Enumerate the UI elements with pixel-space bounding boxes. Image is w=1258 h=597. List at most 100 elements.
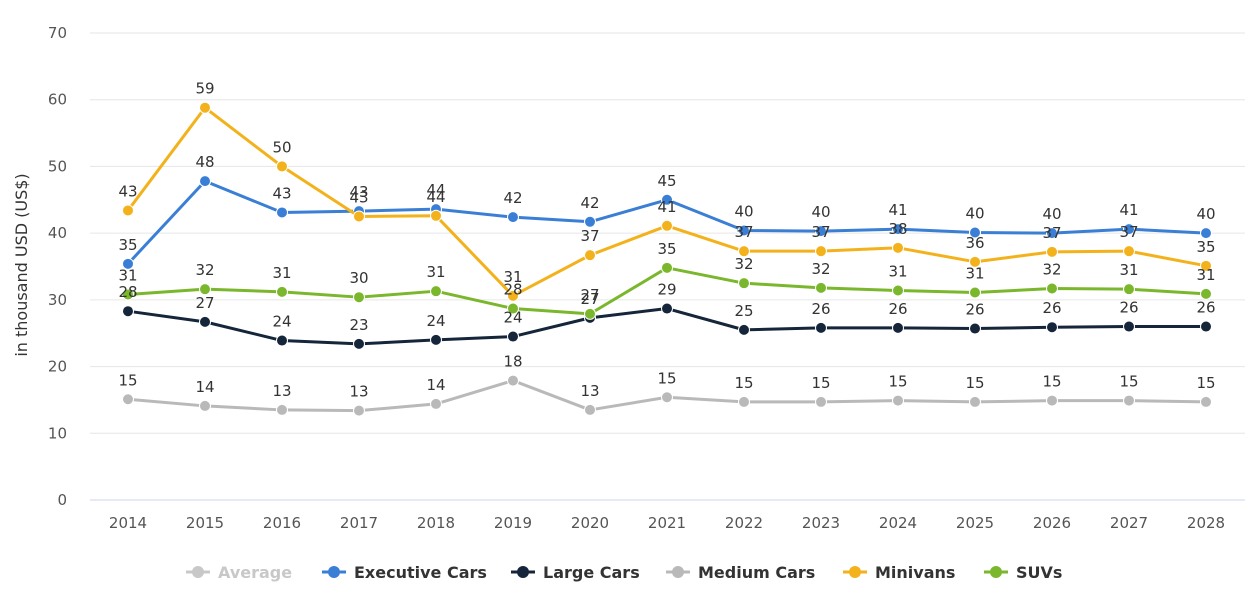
data-point-minivans[interactable] [1200,259,1212,272]
data-point-executive-cars[interactable] [584,215,596,228]
data-point-medium-cars[interactable] [661,391,673,404]
data-point-large-cars[interactable] [661,302,673,315]
data-point-medium-cars[interactable] [584,403,596,416]
data-point-medium-cars[interactable] [892,394,904,407]
legend-item-executive-cars[interactable]: Executive Cars [322,563,487,582]
data-point-suvs[interactable] [1123,283,1135,296]
data-point-suvs[interactable] [661,261,673,274]
legend-item-average[interactable]: Average [186,563,292,582]
data-point-executive-cars[interactable] [1123,223,1135,236]
legend-item-medium-cars[interactable]: Medium Cars [666,563,815,582]
data-point-medium-cars[interactable] [122,393,134,406]
data-point-medium-cars[interactable] [815,395,827,408]
data-label-medium-cars: 13 [349,383,368,401]
data-point-medium-cars[interactable] [430,397,442,410]
data-label-executive-cars: 43 [272,184,291,202]
data-point-executive-cars[interactable] [1200,227,1212,240]
data-point-executive-cars[interactable] [969,226,981,239]
data-point-minivans[interactable] [584,249,596,262]
data-point-medium-cars[interactable] [276,403,288,416]
x-tick-label: 2018 [417,514,455,532]
data-point-minivans[interactable] [353,210,365,223]
data-point-minivans[interactable] [507,289,519,302]
data-point-minivans[interactable] [199,101,211,114]
data-point-large-cars[interactable] [738,323,750,336]
data-point-minivans[interactable] [738,245,750,258]
data-point-suvs[interactable] [1200,287,1212,300]
data-label-suvs: 31 [426,263,445,281]
data-point-minivans[interactable] [430,209,442,222]
data-point-suvs[interactable] [815,281,827,294]
data-point-minivans[interactable] [122,204,134,217]
data-label-medium-cars: 15 [734,374,753,392]
data-point-medium-cars[interactable] [1123,394,1135,407]
data-label-executive-cars: 40 [1042,205,1061,223]
data-point-large-cars[interactable] [507,330,519,343]
data-point-minivans[interactable] [1046,245,1058,258]
data-point-executive-cars[interactable] [1046,227,1058,240]
x-axis-ticks: 2014 2015 2016 2017 2018 2019 2020 2021 2022 2023… [109,514,1225,532]
data-point-executive-cars[interactable] [276,206,288,219]
y-tick-label: 70 [48,24,67,42]
data-point-large-cars[interactable] [199,315,211,328]
data-point-suvs[interactable] [122,288,134,301]
data-label-medium-cars: 13 [580,382,599,400]
data-point-executive-cars[interactable] [815,225,827,238]
data-point-suvs[interactable] [584,307,596,320]
data-point-suvs[interactable] [199,283,211,296]
data-point-suvs[interactable] [353,291,365,304]
data-point-suvs[interactable] [507,302,519,315]
data-point-medium-cars[interactable] [738,395,750,408]
data-point-minivans[interactable] [969,255,981,268]
data-point-suvs[interactable] [969,286,981,299]
data-label-medium-cars: 15 [965,374,984,392]
data-point-large-cars[interactable] [815,321,827,334]
data-point-suvs[interactable] [1046,282,1058,295]
data-label-executive-cars: 48 [195,153,214,171]
legend-item-minivans[interactable]: Minivans [843,563,955,582]
data-label-minivans: 37 [734,223,753,241]
data-point-medium-cars[interactable] [507,374,519,387]
data-point-minivans[interactable] [892,241,904,254]
data-label-minivans: 37 [811,223,830,241]
data-point-medium-cars[interactable] [199,399,211,412]
data-point-suvs[interactable] [892,284,904,297]
y-tick-label: 40 [48,224,67,242]
data-point-large-cars[interactable] [1046,321,1058,334]
data-point-large-cars[interactable] [969,322,981,335]
data-point-executive-cars[interactable] [507,211,519,224]
data-point-executive-cars[interactable] [199,175,211,188]
data-point-executive-cars[interactable] [661,193,673,206]
data-label-large-cars: 26 [888,300,907,318]
data-label-large-cars: 26 [965,301,984,319]
data-point-suvs[interactable] [738,277,750,290]
legend-item-large-cars[interactable]: Large Cars [511,563,640,582]
legend-item-suvs[interactable]: SUVs [984,563,1062,582]
data-point-minivans[interactable] [276,160,288,173]
y-tick-label: 30 [48,291,67,309]
data-point-large-cars[interactable] [430,333,442,346]
data-point-medium-cars[interactable] [1046,394,1058,407]
data-point-minivans[interactable] [1123,245,1135,258]
data-point-large-cars[interactable] [122,305,134,318]
data-point-executive-cars[interactable] [122,257,134,270]
data-point-suvs[interactable] [430,285,442,298]
legend-marker-icon [849,566,861,578]
data-point-medium-cars[interactable] [1200,395,1212,408]
data-point-large-cars[interactable] [1123,320,1135,333]
data-label-large-cars: 28 [118,283,137,301]
data-point-minivans[interactable] [815,245,827,258]
data-point-large-cars[interactable] [892,321,904,334]
data-point-executive-cars[interactable] [892,223,904,236]
data-point-large-cars[interactable] [353,337,365,350]
data-point-suvs[interactable] [276,285,288,298]
data-point-medium-cars[interactable] [969,395,981,408]
data-point-large-cars[interactable] [276,334,288,347]
data-label-executive-cars: 44 [426,181,445,199]
data-point-minivans[interactable] [661,219,673,232]
data-point-executive-cars[interactable] [738,224,750,237]
data-label-minivans: 43 [118,182,137,200]
data-point-medium-cars[interactable] [353,404,365,417]
data-point-large-cars[interactable] [1200,320,1212,333]
data-label-medium-cars: 13 [272,382,291,400]
